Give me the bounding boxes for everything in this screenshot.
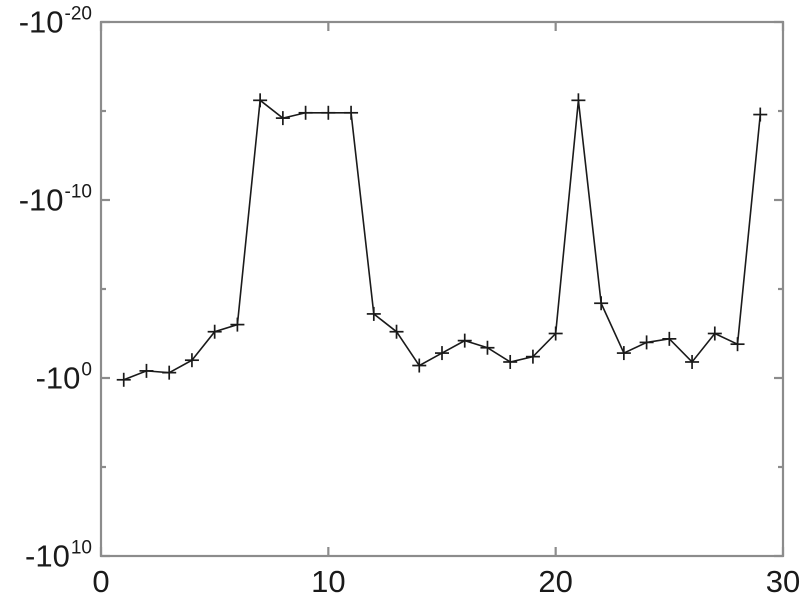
y-tick-label-base: -10 [18, 182, 64, 218]
data-point-marker [480, 340, 495, 355]
data-point-marker [753, 107, 768, 122]
data-point-marker [298, 105, 313, 120]
data-point-marker [116, 372, 131, 387]
data-point-marker [594, 296, 609, 311]
data-point-marker [321, 105, 336, 120]
y-tick-label: -100 [35, 359, 92, 396]
data-point-marker [184, 353, 199, 368]
y-tick-label-exponent: 10 [70, 537, 92, 559]
data-point-marker [616, 346, 631, 361]
data-point-marker [230, 317, 245, 332]
y-tick-label-base: -10 [35, 360, 81, 396]
x-tick-label: 30 [765, 564, 801, 599]
data-point-marker [662, 331, 677, 346]
data-point-marker [571, 93, 586, 108]
data-point-marker [457, 333, 472, 348]
data-point-marker [139, 363, 154, 378]
y-tick-label-base: -10 [25, 538, 70, 574]
data-point-marker [412, 358, 427, 373]
data-point-marker [730, 337, 745, 352]
x-tick-label: 0 [92, 564, 110, 599]
y-tick-label: -1010 [25, 537, 92, 574]
y-tick-label: -10-10 [18, 181, 92, 218]
data-point-marker [389, 324, 404, 339]
data-point-marker [366, 306, 381, 321]
x-tick-label: 20 [538, 564, 573, 599]
x-tick-label: 10 [311, 564, 346, 599]
tick-marks [99, 20, 785, 558]
data-point-marker [275, 111, 290, 126]
y-tick-label-exponent: -10 [64, 181, 92, 203]
data-point-marker [162, 365, 177, 380]
data-line [123, 98, 762, 381]
data-point-marker [344, 105, 359, 120]
data-point-marker [253, 93, 268, 108]
data-point-marker [525, 349, 540, 364]
y-tick-label: -10-20 [18, 3, 92, 40]
y-tick-label-base: -10 [18, 4, 64, 40]
data-markers [116, 93, 768, 387]
data-point-marker [435, 346, 449, 361]
data-point-marker [707, 326, 722, 341]
data-point-marker [685, 354, 700, 369]
data-point-marker [207, 324, 222, 339]
data-point-marker [639, 335, 654, 350]
data-point-marker [503, 354, 518, 369]
axis-frame [99, 20, 785, 558]
y-tick-label-exponent: -20 [64, 3, 92, 25]
data-point-marker [548, 326, 563, 341]
y-tick-label-exponent: 0 [81, 359, 92, 381]
